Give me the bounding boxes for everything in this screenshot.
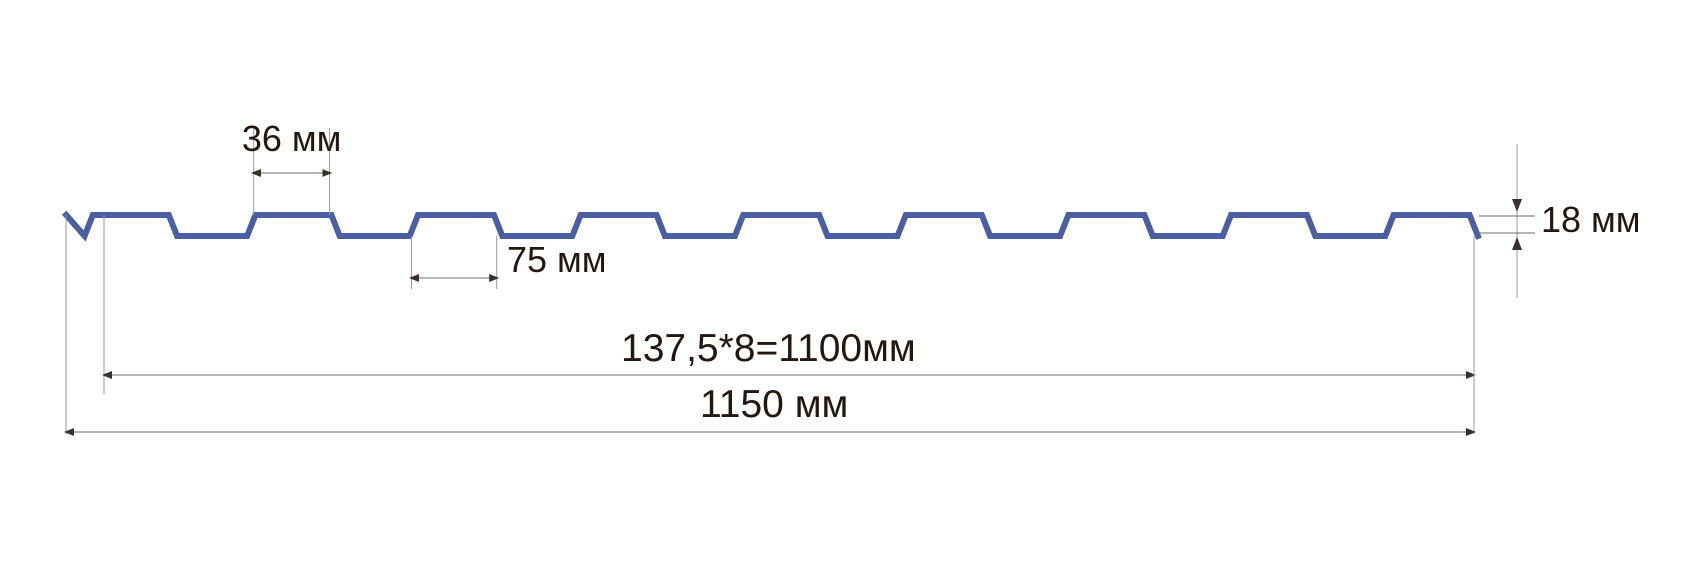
svg-text:18 мм: 18 мм: [1541, 199, 1641, 240]
svg-text:75 мм: 75 мм: [507, 239, 607, 280]
svg-text:36 мм: 36 мм: [242, 118, 342, 159]
svg-text:1150 мм: 1150 мм: [700, 383, 848, 426]
svg-text:137,5*8=1100мм: 137,5*8=1100мм: [621, 327, 916, 370]
